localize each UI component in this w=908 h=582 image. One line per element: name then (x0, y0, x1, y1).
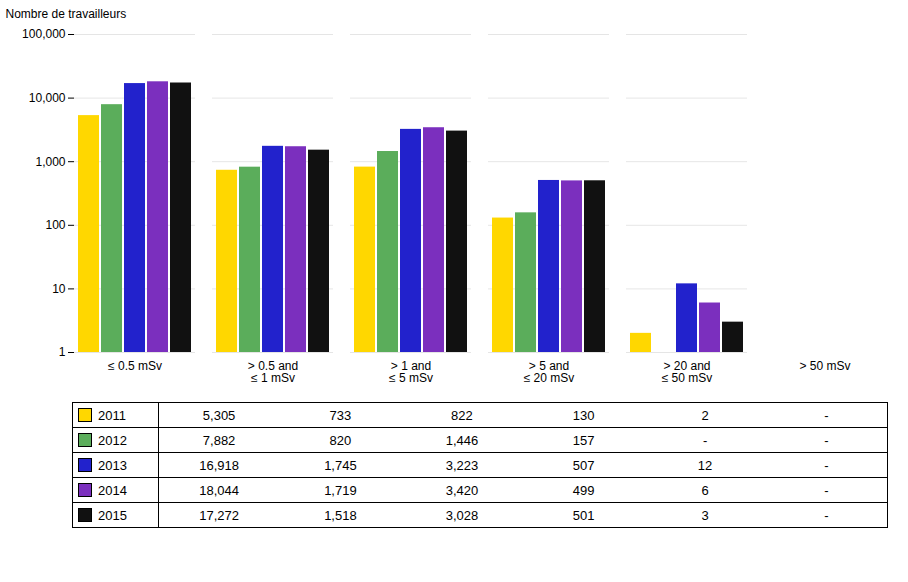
html-text:2013: 2013 (98, 457, 127, 473)
html-text:5,305: 5,305 (202, 407, 236, 423)
svg-text:≤ 0.5 mSv: ≤ 0.5 mSv (108, 359, 162, 373)
svg-text:> 20 and≤ 50 mSv: > 20 and≤ 50 mSv (662, 359, 713, 385)
svg-text:1: 1 (59, 345, 66, 359)
html-text:733: 733 (329, 407, 352, 423)
svg-text:10: 10 (52, 282, 66, 296)
html-text:2015: 2015 (98, 507, 127, 523)
svg-text:10,000: 10,000 (29, 91, 66, 105)
html-text:820: 820 (329, 432, 352, 448)
html-text:12: 12 (697, 457, 713, 473)
html-text:2014: 2014 (98, 482, 127, 498)
svg-text:Nombre de travailleurs: Nombre de travailleurs (6, 7, 127, 21)
html-text:1,745: 1,745 (324, 457, 357, 473)
html-text:157: 157 (572, 432, 595, 448)
html-text:3,420: 3,420 (445, 482, 479, 498)
svg-text:> 5 and≤ 20 mSv: > 5 and≤ 20 mSv (524, 359, 575, 385)
html-text:1,719: 1,719 (324, 482, 357, 498)
svg-text:1,000: 1,000 (35, 155, 65, 169)
svg-text:> 50 mSv: > 50 mSv (799, 359, 850, 373)
html-text:2011: 2011 (98, 407, 126, 423)
html-text:501: 501 (572, 507, 595, 523)
html-text:3,223: 3,223 (445, 457, 479, 473)
svg-text:100: 100 (45, 218, 65, 232)
html-text:822: 822 (451, 407, 473, 423)
html-text:2012: 2012 (98, 432, 127, 448)
html-text:7,882: 7,882 (202, 432, 236, 448)
html-text:3: 3 (701, 507, 709, 523)
svg-text:> 0.5 and≤ 1 mSv: > 0.5 and≤ 1 mSv (248, 359, 298, 385)
html-text:499: 499 (572, 482, 595, 498)
html-text:507: 507 (572, 457, 595, 473)
html-text:1,446: 1,446 (445, 432, 479, 448)
html-text:130: 130 (572, 407, 595, 423)
svg-text:> 1 and≤ 5 mSv: > 1 and≤ 5 mSv (389, 359, 433, 385)
html-text:16,918: 16,918 (199, 457, 239, 473)
html-text:2: 2 (701, 407, 709, 423)
html-text:17,272: 17,272 (199, 507, 239, 523)
html-text:3,028: 3,028 (445, 507, 479, 523)
svg-text:100,000: 100,000 (22, 27, 66, 41)
html-text:6: 6 (701, 482, 709, 498)
html-text:1,518: 1,518 (324, 507, 357, 523)
html-text:18,044: 18,044 (199, 482, 239, 498)
